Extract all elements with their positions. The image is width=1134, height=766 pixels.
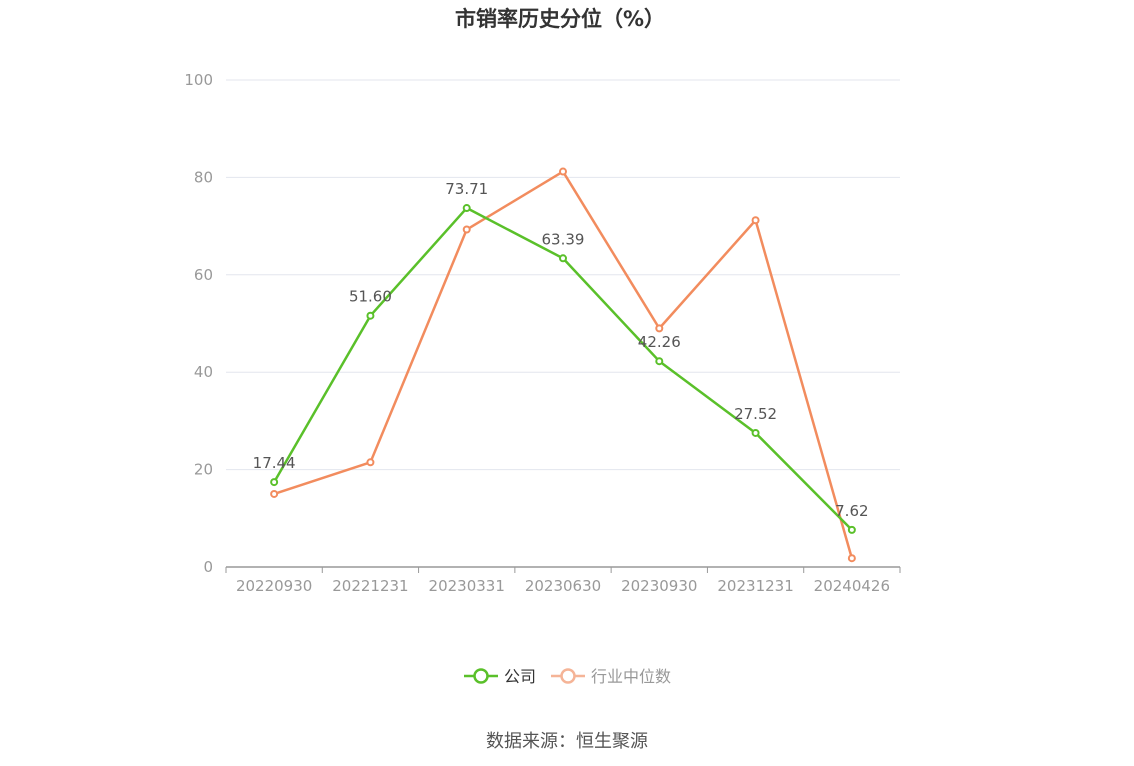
data-point[interactable] (751, 216, 760, 225)
x-tick-label: 20220930 (236, 577, 312, 595)
chart-title: 市销率历史分位（%） (455, 7, 665, 31)
series-company: 17.44 51.60 73.71 63.39 42.26 27.52 7.62 (253, 180, 869, 534)
data-point[interactable] (462, 204, 471, 213)
y-tick-label: 60 (194, 266, 213, 284)
y-tick-label: 0 (203, 558, 213, 576)
y-tick-label: 20 (194, 461, 213, 479)
data-point[interactable] (847, 525, 856, 534)
data-point[interactable] (751, 428, 760, 437)
legend-marker-icon (473, 668, 489, 684)
data-point[interactable] (847, 554, 856, 563)
y-axis: 0 20 40 60 80 100 (184, 71, 213, 576)
legend-label: 行业中位数 (591, 667, 671, 686)
data-point[interactable] (655, 324, 664, 333)
legend[interactable]: 公司 行业中位数 (464, 667, 671, 686)
legend-item-company[interactable]: 公司 (464, 667, 536, 686)
x-tick-label: 20230331 (429, 577, 505, 595)
x-tick-label: 20230630 (525, 577, 601, 595)
data-label: 17.44 (253, 454, 296, 472)
y-tick-label: 80 (194, 168, 213, 186)
data-label: 63.39 (542, 230, 585, 248)
series-industry-median (270, 167, 856, 563)
y-tick-label: 100 (184, 71, 213, 89)
grid-lines (226, 79, 900, 471)
data-label: 27.52 (734, 405, 777, 423)
y-tick-label: 40 (194, 363, 213, 381)
legend-marker-icon (560, 668, 576, 684)
data-label: 51.60 (349, 288, 392, 306)
x-tick-label: 20230930 (621, 577, 697, 595)
data-point[interactable] (559, 254, 567, 263)
data-label: 42.26 (638, 333, 681, 351)
series-layer: 17.44 51.60 73.71 63.39 42.26 27.52 7.62 (253, 167, 869, 563)
x-axis: 20220930 20221231 20230331 20230630 20230930… (225, 566, 901, 595)
data-point[interactable] (270, 478, 279, 487)
data-point[interactable] (462, 225, 471, 234)
legend-item-industry-median[interactable]: 行业中位数 (551, 667, 671, 686)
data-label: 7.62 (835, 502, 868, 520)
x-tick-label: 20221231 (332, 577, 408, 595)
x-tick-label: 20240426 (814, 577, 890, 595)
data-point[interactable] (559, 167, 567, 176)
data-point[interactable] (655, 357, 664, 366)
data-point[interactable] (270, 489, 279, 498)
x-tick-label: 20231231 (717, 577, 793, 595)
legend-label: 公司 (504, 667, 536, 686)
data-point[interactable] (366, 458, 375, 467)
data-point[interactable] (366, 311, 375, 320)
data-label: 73.71 (445, 180, 488, 198)
source-note: 数据来源：恒生聚源 (486, 731, 648, 752)
